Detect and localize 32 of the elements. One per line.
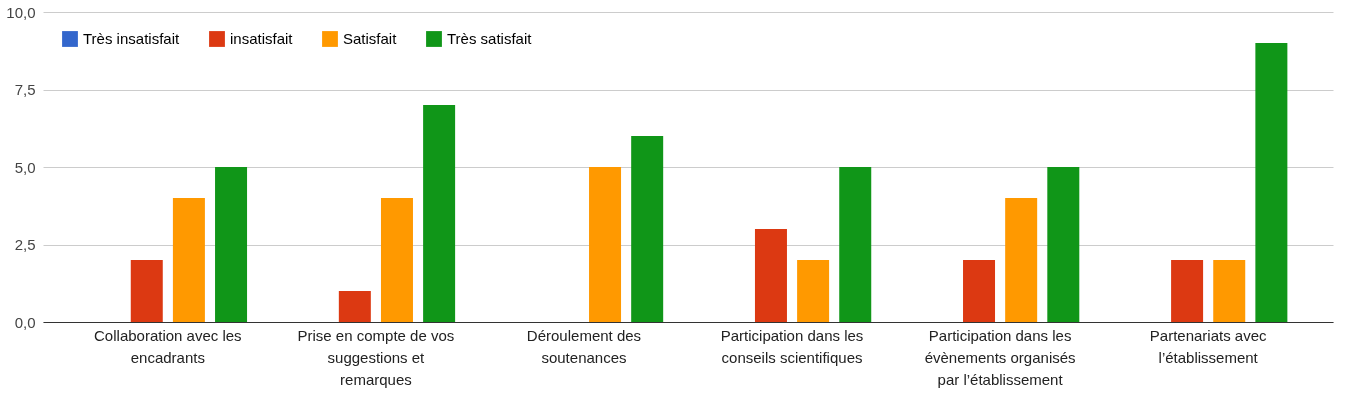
bar [589,167,622,322]
x-tick-label: Déroulement des soutenances [526,326,642,366]
y-tick-label: 0,0 [14,313,36,331]
bar [1213,260,1246,322]
y-tick-label: 7,5 [14,81,36,98]
y-tick-label: 2,5 [14,236,36,253]
bar [1171,260,1204,322]
legend-label: Très satisfait [447,30,533,47]
bar [1255,43,1288,322]
bar [130,260,163,322]
x-tick-label: Collaboration avec les encadrants [94,326,242,366]
y-tick-label: 5,0 [14,158,36,176]
bar [338,291,371,322]
x-tick-label: Prise en compte de vos suggestions et remarques [297,326,455,388]
x-tick-label: Participation dans les conseils scientifiques [720,326,864,366]
bar [1005,198,1038,322]
bar [215,167,248,322]
bar [172,198,205,322]
legend-label: Satisfait [343,30,398,47]
bar [754,229,787,322]
bar [1047,167,1080,322]
bar [631,136,664,322]
y-tick-label: 10,0 [6,3,36,21]
bar [423,105,456,322]
bar [963,260,996,322]
bar [839,167,872,322]
x-tick-label: Participation dans les évènements organisés par l’établissement [924,326,1076,388]
legend-label: insatisfait [230,30,294,47]
bar [380,198,413,322]
x-tick-label: Partenariats avec l’établissement [1149,326,1268,366]
legend-label: Très insatisfait [83,30,180,47]
bar [797,260,830,322]
